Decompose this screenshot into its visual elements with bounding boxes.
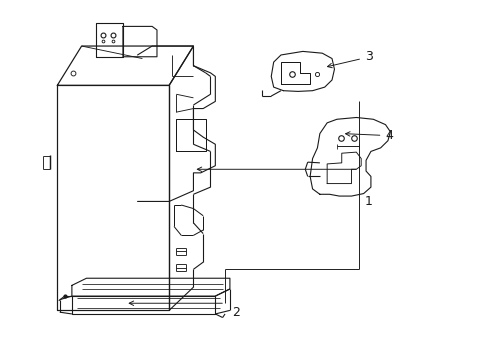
Text: 3: 3	[365, 50, 372, 63]
Text: 1: 1	[365, 195, 372, 208]
Text: 4: 4	[385, 129, 392, 142]
Text: 2: 2	[232, 306, 240, 319]
